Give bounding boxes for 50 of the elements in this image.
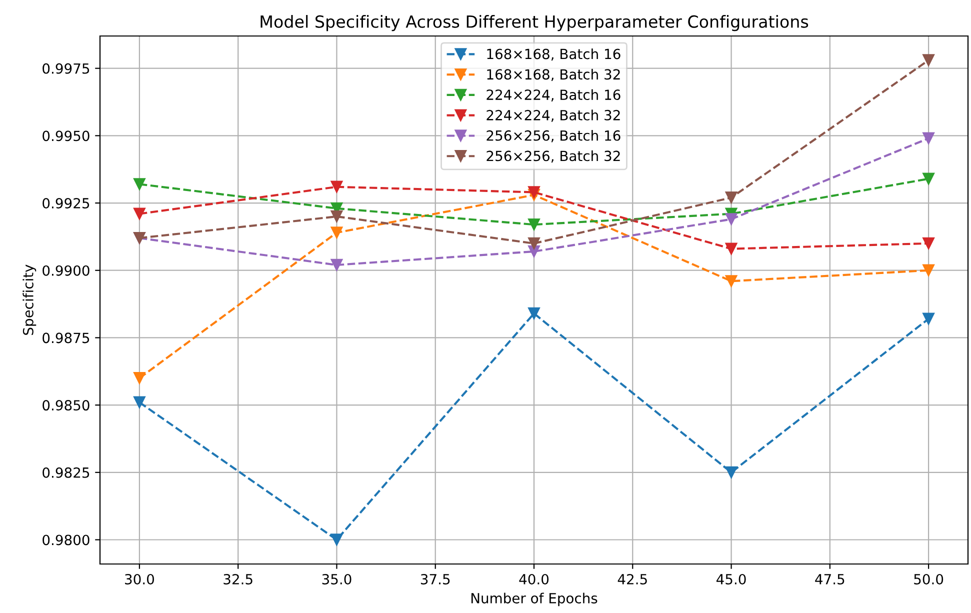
point xyxy=(330,258,343,272)
point xyxy=(133,178,146,190)
chart-title: Model Specificity Across Different Hyperparameter Configurations xyxy=(260,15,808,32)
y-tick-label: 0.9825 xyxy=(42,467,90,478)
point xyxy=(922,264,935,276)
x-tick-label: 40.0 xyxy=(519,574,549,584)
x-tick-label: 45.0 xyxy=(716,574,746,584)
point xyxy=(922,132,935,144)
point xyxy=(133,208,146,220)
x-tick-label: 47.5 xyxy=(815,574,844,584)
point xyxy=(725,213,738,226)
y-tick-label: 0.9900 xyxy=(42,265,90,276)
point xyxy=(922,237,935,250)
point xyxy=(330,534,343,546)
y-tick-label: 0.9950 xyxy=(42,130,90,142)
point xyxy=(922,54,935,66)
x-tick-label: 35.0 xyxy=(322,574,352,584)
point xyxy=(528,186,540,198)
point xyxy=(725,466,738,478)
point xyxy=(133,396,146,408)
y-tick-label: 0.9975 xyxy=(42,63,90,74)
point xyxy=(725,242,738,255)
x-tick-label: 30.0 xyxy=(125,574,154,584)
y-tick-label: 0.9925 xyxy=(42,198,90,208)
point xyxy=(330,180,343,193)
x-tick-label: 50.0 xyxy=(914,574,944,584)
legend-label: 256×256, Batch 32 xyxy=(486,150,620,163)
legend-label: 168×168, Batch 32 xyxy=(487,68,620,82)
y-axis-title: Specificity xyxy=(22,264,36,335)
x-tick-label: 37.5 xyxy=(420,574,450,584)
point xyxy=(922,312,935,325)
legend-label: 168×168, Batch 16 xyxy=(487,48,620,61)
legend-label: 256×256, Batch 16 xyxy=(486,130,620,142)
point xyxy=(528,307,540,320)
x-tick-label: 42.5 xyxy=(618,574,647,584)
x-tick-label: 32.5 xyxy=(224,574,252,584)
point xyxy=(725,275,738,288)
legend-label: 224×224, Batch 32 xyxy=(486,110,620,122)
x-axis-title: Number of Epochs xyxy=(471,592,598,606)
point xyxy=(725,192,738,204)
y-tick-label: 0.9800 xyxy=(42,534,90,546)
point xyxy=(528,237,540,250)
point xyxy=(528,218,540,231)
y-tick-label: 0.9850 xyxy=(42,400,90,411)
point xyxy=(922,172,935,185)
point xyxy=(330,210,343,223)
point xyxy=(133,372,146,384)
point xyxy=(330,226,343,239)
legend-label: 224×224, Batch 16 xyxy=(486,89,620,102)
y-tick-label: 0.9875 xyxy=(42,332,90,344)
